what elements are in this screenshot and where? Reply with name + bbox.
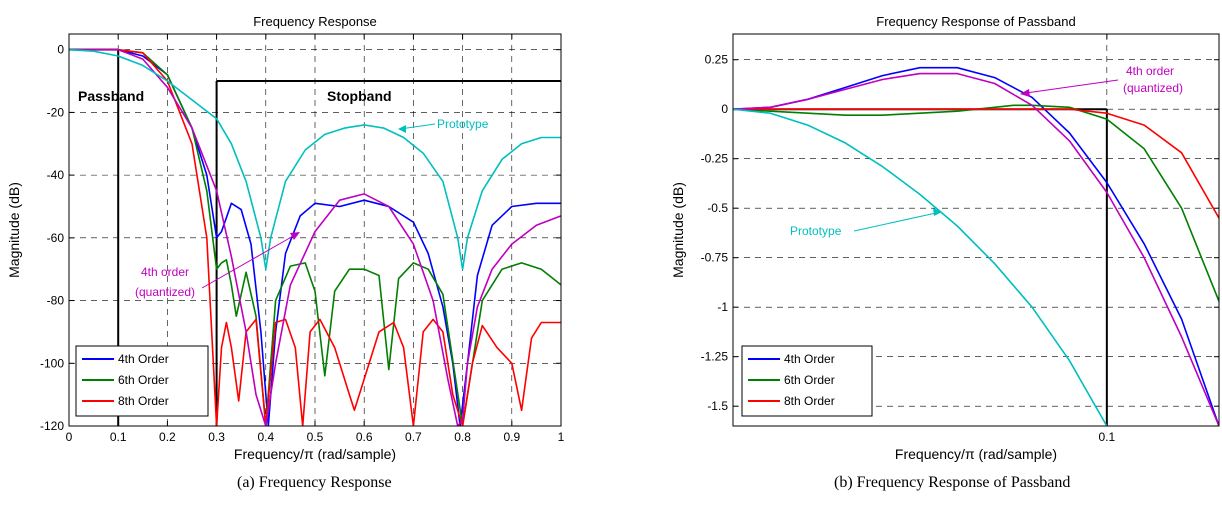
x-tick-label: 0.1 (1099, 430, 1116, 444)
legend-label: 8th Order (784, 394, 835, 408)
x-axis-label: Frequency/π (rad/sample) (234, 446, 396, 462)
quantized-annotation-line1: 4th order (1126, 64, 1174, 78)
y-tick-label: -120 (40, 419, 64, 433)
series-line-order6 (69, 48, 561, 426)
x-tick-label: 0.7 (405, 430, 422, 444)
y-tick-label: 0 (721, 102, 728, 116)
y-tick-label: 0 (57, 43, 64, 57)
x-tick-label: 0.1 (110, 430, 127, 444)
y-tick-label: -80 (47, 294, 65, 308)
y-tick-label: 0.25 (705, 53, 729, 67)
quantized-arrow (201, 234, 296, 289)
y-tick-label: -1.5 (707, 399, 728, 413)
series-line-order6 (733, 104, 1219, 302)
prototype-annotation: Prototype (437, 117, 489, 131)
prototype-annotation: Prototype (790, 224, 842, 238)
quantized-annotation-line1: 4th order (141, 265, 189, 279)
legend-label: 6th Order (784, 373, 835, 387)
y-tick-label: -40 (47, 168, 65, 182)
series-line-order8 (69, 48, 561, 426)
axes-frame (732, 33, 1220, 427)
y-tick-label: -60 (47, 231, 65, 245)
y-tick-label: -0.5 (707, 201, 728, 215)
legend-label: 6th Order (118, 373, 169, 387)
series-line-prototype (733, 108, 1108, 426)
quantized-arrowhead (1020, 89, 1030, 97)
caption-a: (a) Frequency Response (237, 474, 392, 491)
prototype-arrowhead (933, 208, 942, 216)
legend-label: 4th Order (118, 352, 169, 366)
y-tick-label: -1.25 (701, 350, 729, 364)
y-tick-label: -100 (40, 356, 64, 370)
stopband-label: Stopband (327, 88, 392, 104)
series-line-quantized (69, 48, 561, 426)
chart-passband-response: 0.1 0.25 0 -0.25 -0.5 -0.75 -1 -1.25 -1.5 Frequen… (670, 14, 1220, 462)
chart-frequency-response: 0 0.1 0.2 0.3 0.4 0.5 0.6 0.7 0.8 0.9 1 0 -20 -40 -60 -… (6, 14, 565, 462)
quantized-arrow (1025, 79, 1119, 94)
quantized-annotation-line2: (quantized) (1123, 81, 1183, 95)
x-tick-label: 0.3 (208, 430, 225, 444)
chart-title: Frequency Response of Passband (876, 14, 1075, 29)
prototype-arrowhead (398, 125, 406, 133)
y-tick-label: -1 (717, 300, 728, 314)
x-tick-label: 1 (558, 430, 565, 444)
y-tick-label: -0.75 (701, 251, 729, 265)
x-tick-label: 0.8 (454, 430, 471, 444)
axes-frame (68, 33, 562, 427)
y-axis-label: Magnitude (dB) (6, 182, 22, 278)
x-tick-label: 0 (66, 430, 73, 444)
legend-label: 4th Order (784, 352, 835, 366)
prototype-arrow (853, 212, 937, 232)
caption-b: (b) Frequency Response of Passband (834, 474, 1071, 491)
passband-label: Passband (78, 88, 144, 104)
y-tick-label: -0.25 (701, 152, 729, 166)
quantized-arrowhead (290, 232, 300, 240)
series-line-quantized (733, 72, 1219, 426)
series-line-order8 (733, 108, 1219, 219)
x-tick-label: 0.5 (307, 430, 324, 444)
y-tick-label: -20 (47, 105, 65, 119)
x-axis-label: Frequency/π (rad/sample) (895, 446, 1057, 462)
x-tick-label: 0.4 (257, 430, 274, 444)
plot-content (733, 66, 1219, 426)
series-line-prototype (69, 48, 561, 271)
x-tick-label: 0.6 (356, 430, 373, 444)
x-tick-label: 0.2 (159, 430, 176, 444)
quantized-annotation-line2: (quantized) (135, 285, 195, 299)
x-tick-label: 0.9 (503, 430, 520, 444)
chart-title: Frequency Response (253, 14, 377, 29)
legend-label: 8th Order (118, 394, 169, 408)
y-axis-label: Magnitude (dB) (670, 182, 686, 278)
